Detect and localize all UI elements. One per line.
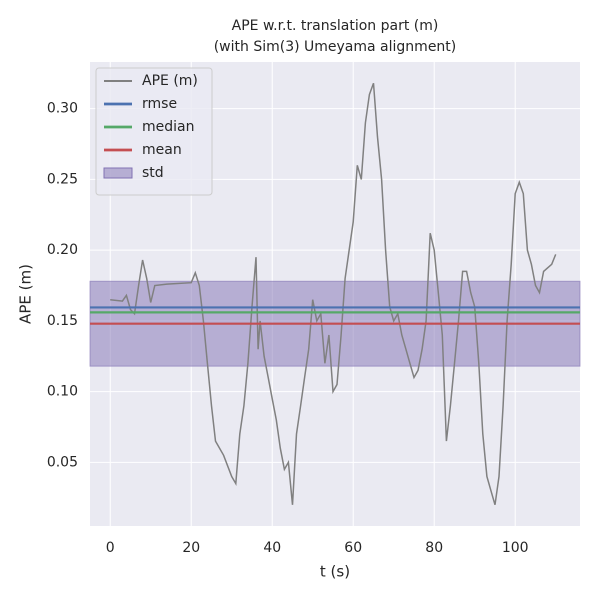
legend-box xyxy=(95,67,213,196)
x-tick-label: 40 xyxy=(263,540,281,556)
legend-label: APE (m) xyxy=(142,73,198,89)
y-axis-label: APE (m) xyxy=(17,264,35,324)
y-tick-label: 0.15 xyxy=(47,313,78,329)
x-tick-label: 0 xyxy=(106,540,115,556)
y-tick-label: 0.30 xyxy=(47,101,78,117)
legend-label: rmse xyxy=(142,96,177,112)
legend-label: mean xyxy=(142,142,182,158)
x-tick-label: 60 xyxy=(344,540,362,556)
legend-label: std xyxy=(142,165,164,181)
chart-title: APE w.r.t. translation part (m) xyxy=(232,18,439,34)
chart-subtitle: (with Sim(3) Umeyama alignment) xyxy=(214,39,457,55)
x-tick-label: 20 xyxy=(182,540,200,556)
x-tick-label: 100 xyxy=(502,540,529,556)
y-tick-label: 0.25 xyxy=(47,171,78,187)
y-tick-label: 0.10 xyxy=(47,384,78,400)
y-tick-label: 0.05 xyxy=(47,454,78,470)
legend-swatch xyxy=(103,167,133,179)
x-axis-label: t (s) xyxy=(320,563,350,581)
legend-label: median xyxy=(142,119,194,135)
ape-line xyxy=(110,82,557,506)
y-tick-label: 0.20 xyxy=(47,242,78,258)
x-tick-label: 80 xyxy=(425,540,443,556)
